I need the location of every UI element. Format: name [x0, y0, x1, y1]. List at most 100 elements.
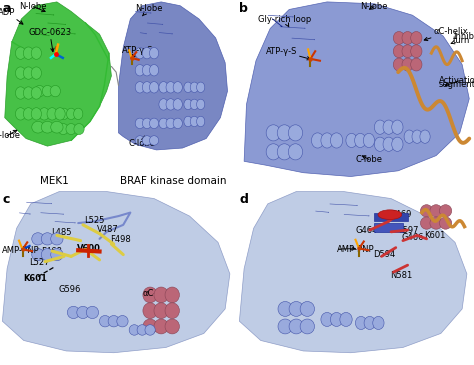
Ellipse shape: [330, 133, 343, 148]
Ellipse shape: [410, 31, 422, 45]
Ellipse shape: [137, 325, 147, 335]
Ellipse shape: [117, 315, 128, 327]
Ellipse shape: [135, 47, 145, 59]
Point: [19, 246, 27, 252]
Ellipse shape: [129, 325, 139, 335]
Text: ADP: ADP: [0, 8, 23, 24]
Text: AMP-PNP: AMP-PNP: [337, 245, 374, 254]
Text: V487: V487: [97, 225, 119, 234]
Ellipse shape: [356, 316, 367, 330]
Text: c: c: [2, 193, 10, 206]
Ellipse shape: [159, 118, 168, 128]
Point: [128, 55, 136, 61]
Text: GDC-0623: GDC-0623: [28, 28, 71, 52]
Text: V600: V600: [429, 207, 451, 216]
Polygon shape: [244, 2, 469, 177]
Ellipse shape: [47, 108, 57, 120]
Ellipse shape: [77, 306, 89, 319]
Ellipse shape: [142, 82, 152, 93]
Ellipse shape: [330, 312, 343, 326]
Ellipse shape: [430, 217, 442, 229]
Ellipse shape: [142, 136, 152, 145]
Ellipse shape: [346, 133, 357, 147]
Point: [52, 51, 60, 57]
Ellipse shape: [378, 210, 402, 219]
Polygon shape: [239, 192, 467, 353]
Ellipse shape: [402, 31, 413, 45]
Ellipse shape: [392, 120, 403, 134]
Ellipse shape: [41, 249, 54, 261]
Ellipse shape: [149, 82, 159, 93]
Text: segment: segment: [438, 80, 474, 89]
Ellipse shape: [289, 301, 303, 316]
Ellipse shape: [197, 116, 205, 127]
Ellipse shape: [404, 130, 414, 143]
Text: ATP-γ-S: ATP-γ-S: [122, 46, 153, 58]
Ellipse shape: [266, 144, 281, 160]
Ellipse shape: [23, 87, 34, 99]
Text: b: b: [239, 2, 248, 15]
Ellipse shape: [142, 65, 152, 76]
Text: N-lobe: N-lobe: [136, 4, 163, 16]
Ellipse shape: [59, 108, 69, 120]
Ellipse shape: [197, 82, 205, 92]
Ellipse shape: [383, 137, 394, 151]
Ellipse shape: [166, 118, 175, 128]
Ellipse shape: [55, 108, 65, 120]
Text: BRAF kinase domain: BRAF kinase domain: [120, 176, 226, 186]
Text: Gly-rich loop: Gly-rich loop: [258, 15, 311, 27]
Ellipse shape: [149, 47, 159, 59]
Text: L525: L525: [84, 216, 104, 225]
Ellipse shape: [135, 136, 145, 145]
Ellipse shape: [266, 125, 281, 141]
Ellipse shape: [42, 85, 53, 97]
Ellipse shape: [23, 108, 34, 120]
Ellipse shape: [300, 319, 315, 334]
Ellipse shape: [51, 249, 63, 261]
Ellipse shape: [142, 118, 152, 128]
Text: MEK1: MEK1: [40, 176, 69, 186]
Ellipse shape: [142, 47, 152, 59]
Ellipse shape: [412, 130, 422, 143]
Ellipse shape: [86, 306, 99, 319]
Ellipse shape: [439, 217, 452, 229]
Ellipse shape: [41, 233, 54, 245]
Ellipse shape: [166, 82, 175, 93]
Text: G469: G469: [390, 210, 412, 219]
Polygon shape: [5, 2, 111, 146]
Ellipse shape: [149, 65, 159, 76]
Text: N581: N581: [390, 271, 412, 280]
Text: C-lobe: C-lobe: [356, 155, 383, 164]
Point: [307, 56, 314, 62]
Ellipse shape: [23, 67, 34, 79]
Text: ATP-γ-S: ATP-γ-S: [265, 47, 310, 60]
Text: N-lobe: N-lobe: [360, 2, 388, 11]
Ellipse shape: [32, 249, 44, 261]
Ellipse shape: [374, 137, 386, 151]
Text: αC-helix: αC-helix: [142, 289, 177, 298]
Ellipse shape: [135, 118, 145, 128]
Ellipse shape: [66, 124, 76, 135]
Ellipse shape: [149, 136, 159, 145]
Ellipse shape: [39, 108, 49, 120]
Ellipse shape: [100, 315, 111, 327]
Ellipse shape: [143, 287, 157, 303]
Text: d: d: [239, 193, 248, 206]
Text: G596: G596: [58, 285, 81, 294]
Ellipse shape: [173, 99, 182, 110]
Text: K601: K601: [24, 274, 47, 283]
Text: F498: F498: [110, 235, 131, 244]
Ellipse shape: [159, 82, 168, 93]
Ellipse shape: [393, 45, 405, 58]
Ellipse shape: [32, 233, 44, 245]
Text: G466: G466: [401, 234, 424, 242]
Ellipse shape: [410, 45, 422, 58]
Ellipse shape: [374, 120, 386, 134]
Ellipse shape: [165, 319, 179, 334]
Ellipse shape: [50, 85, 61, 97]
Ellipse shape: [31, 67, 41, 79]
Text: L485: L485: [51, 228, 72, 237]
Ellipse shape: [154, 287, 168, 303]
Polygon shape: [2, 192, 230, 353]
Ellipse shape: [197, 99, 205, 109]
